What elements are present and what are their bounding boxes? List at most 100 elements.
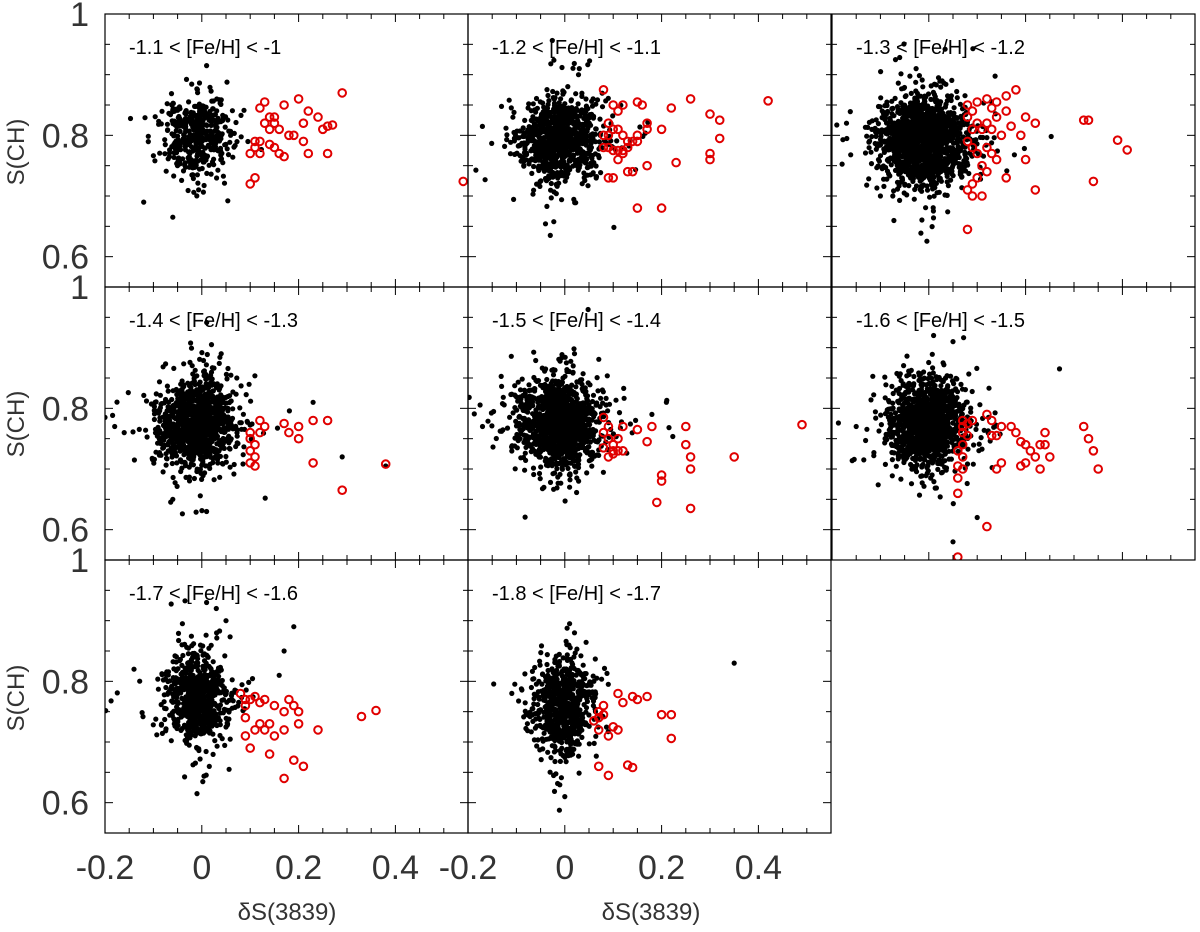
normal-star-point [589,103,596,109]
normal-star-point [557,112,563,118]
cn-strong-point [269,142,280,153]
normal-star-point [197,493,203,499]
normal-star-point [543,147,549,153]
cn-strong-point [982,166,992,177]
normal-star-point [536,167,542,174]
normal-star-point [864,182,870,188]
normal-star-point [157,150,163,156]
normal-star-point [171,154,177,160]
normal-star-point [230,406,236,412]
normal-star-point [205,428,211,434]
cn-strong-point [293,421,304,432]
cn-strong-point [255,148,265,159]
normal-star-point [873,117,879,123]
normal-star-point [511,129,517,136]
normal-star-point [916,73,923,79]
cn-strong-point [1001,106,1012,116]
normal-star-point [896,183,902,189]
normal-star-point [573,114,579,120]
normal-star-point [958,146,964,152]
normal-star-point [188,112,194,118]
normal-star-point [232,143,238,149]
normal-star-point [546,131,552,137]
normal-star-point [560,91,566,97]
normal-star-point [207,449,213,455]
normal-star-point [559,197,565,203]
cn-strong-point [255,103,265,113]
cn-strong-point [982,142,992,153]
cn-strong-point [714,115,725,125]
normal-star-point [989,140,995,146]
cn-strong-point [991,112,1002,122]
normal-star-point [515,379,521,385]
normal-star-point [1011,152,1018,158]
cn-strong-point [613,124,623,135]
normal-star-point [209,406,215,412]
normal-star-point [557,471,563,477]
normal-star-point [201,368,207,374]
normal-star-point [205,142,211,148]
normal-star-point [528,108,534,114]
normal-star-point [170,496,176,502]
normal-star-point [171,173,177,179]
normal-star-point [186,99,192,105]
normal-star-point [919,188,925,194]
normal-star-point [196,388,202,395]
cn-strong-point [1112,135,1123,145]
normal-star-point [576,165,582,171]
cn-strong-point [986,103,997,113]
normal-star-point [238,112,244,118]
normal-star-point [166,422,172,428]
cn-strong-point [284,427,294,438]
normal-star-point [191,397,197,403]
cn-strong-point [642,160,652,171]
normal-star-point [504,137,510,143]
normal-star-point [163,168,169,174]
normal-star-point [152,114,158,120]
panel-points [473,37,773,238]
normal-star-point [210,430,216,436]
cn-strong-point [603,118,614,128]
y-tick-label: 1 [70,269,89,307]
normal-star-point [914,169,920,175]
normal-star-point [550,154,556,160]
normal-star-point [197,113,203,119]
normal-star-point [977,134,984,140]
normal-star-point [890,193,896,199]
normal-star-point [562,498,568,504]
normal-star-point [227,464,233,470]
normal-star-point [866,145,872,151]
normal-star-point [192,367,198,373]
normal-star-point [554,466,560,472]
normal-star-point [907,73,913,79]
normal-star-point [926,131,932,137]
normal-star-point [170,424,176,430]
cn-strong-point [245,179,255,189]
cn-strong-point [972,118,983,128]
normal-star-point [182,396,188,402]
normal-star-point [964,121,970,127]
y-tick-label: 0.8 [42,390,89,428]
cn-strong-point [1020,154,1031,165]
normal-star-point [581,170,587,176]
normal-star-point [881,149,888,155]
normal-star-point [575,72,582,78]
normal-star-point [244,418,250,424]
normal-star-point [217,474,223,480]
normal-star-point [207,461,213,467]
normal-star-point [910,123,916,129]
cn-strong-point [627,166,638,177]
normal-star-point [954,88,960,95]
normal-star-point [217,453,223,459]
normal-star-point [181,133,187,139]
cn-strong-point [298,136,309,147]
normal-star-point [573,469,579,475]
normal-star-point [127,115,134,122]
cn-strong-point [613,106,623,116]
normal-star-point [178,122,184,128]
normal-star-point [224,146,230,152]
normal-star-point [944,147,950,153]
normal-star-point [540,100,546,106]
cn-strong-point [608,173,619,183]
normal-star-point [209,382,215,388]
